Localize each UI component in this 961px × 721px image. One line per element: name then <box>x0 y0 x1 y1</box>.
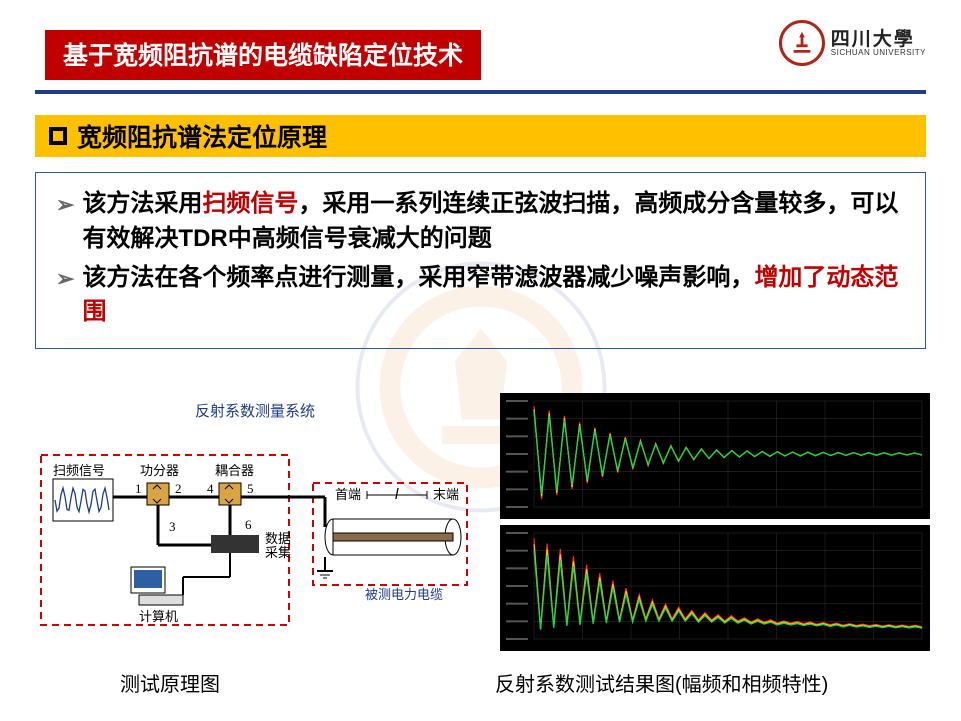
svg-text:4: 4 <box>207 481 214 496</box>
university-logo: 四川大學 SICHUAN UNIVERSITY <box>779 20 926 66</box>
section-title: 宽频阻抗谱法定位原理 <box>77 118 327 154</box>
bullet-item: ➢该方法采用扫频信号，采用一系列连续正弦波扫描，高频成分含量较多，可以有效解决T… <box>56 187 905 257</box>
test-principle-diagram: 反射系数测量系统 扫频信号功分器耦合器数据采集123456计算机首端末端l被测电… <box>35 400 475 657</box>
bullet-item: ➢该方法在各个频率点进行测量，采用窄带滤波器减少噪声影响，增加了动态范围 <box>56 261 905 331</box>
chart-svg <box>500 393 930 653</box>
slide-title: 基于宽频阻抗谱的电缆缺陷定位技术 <box>45 30 481 80</box>
bullet-square-icon <box>49 127 67 145</box>
svg-text:2: 2 <box>175 481 182 496</box>
body-content: ➢该方法采用扫频信号，采用一系列连续正弦波扫描，高频成分含量较多，可以有效解决T… <box>35 172 926 349</box>
svg-text:采集: 采集 <box>265 545 291 560</box>
diagram-caption: 测试原理图 <box>120 668 220 697</box>
diagram-title: 反射系数测量系统 <box>35 400 475 421</box>
chart-caption: 反射系数测试结果图(幅频和相频特性) <box>495 668 828 697</box>
bullet-marker-icon: ➢ <box>56 187 74 257</box>
svg-text:5: 5 <box>247 481 254 496</box>
bullet-marker-icon: ➢ <box>56 261 74 331</box>
svg-text:3: 3 <box>169 519 176 534</box>
logo-cn: 四川大學 <box>831 30 926 49</box>
bullet-text: 该方法在各个频率点进行测量，采用窄带滤波器减少噪声影响，增加了动态范围 <box>82 261 905 331</box>
svg-text:数据: 数据 <box>265 531 291 546</box>
result-charts <box>500 393 930 658</box>
svg-text:功分器: 功分器 <box>140 463 179 478</box>
svg-text:被测电力电缆: 被测电力电缆 <box>365 587 443 602</box>
bullet-text: 该方法采用扫频信号，采用一系列连续正弦波扫描，高频成分含量较多，可以有效解决TD… <box>82 187 905 257</box>
logo-en: SICHUAN UNIVERSITY <box>831 49 926 57</box>
svg-text:末端: 末端 <box>433 487 459 502</box>
svg-text:6: 6 <box>245 517 252 532</box>
logo-seal-icon <box>779 20 825 66</box>
svg-text:1: 1 <box>135 481 142 496</box>
svg-text:首端: 首端 <box>335 487 361 502</box>
diagram-svg: 扫频信号功分器耦合器数据采集123456计算机首端末端l被测电力电缆 <box>35 427 475 652</box>
divider <box>35 90 926 94</box>
svg-text:耦合器: 耦合器 <box>215 463 254 478</box>
svg-text:扫频信号: 扫频信号 <box>53 463 105 478</box>
section-header: 宽频阻抗谱法定位原理 <box>35 115 926 157</box>
svg-text:计算机: 计算机 <box>139 609 178 624</box>
